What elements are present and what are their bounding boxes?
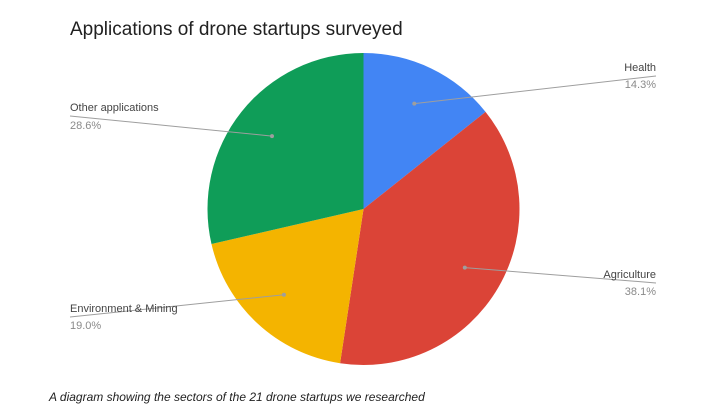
- leader-dot-health: [412, 101, 417, 106]
- pie-slice-environment-mining: [211, 209, 364, 364]
- pie-chart: Health 14.3% Agriculture 38.1% Environment &…: [69, 52, 657, 366]
- pie-labels: Health 14.3% Agriculture 38.1% Environment &…: [69, 62, 657, 332]
- slice-label-agriculture: Agriculture: [603, 269, 656, 281]
- slice-value-health: 14.3%: [625, 79, 656, 91]
- pie-slice-agriculture: [340, 111, 520, 366]
- leader-line-environment-mining: [69, 294, 284, 318]
- leader-dot-environment-mining: [281, 292, 286, 297]
- leader-line-health: [414, 75, 657, 105]
- slice-value-other-applications: 28.6%: [70, 120, 101, 132]
- slice-value-agriculture: 38.1%: [625, 286, 656, 298]
- slice-label-other-applications: Other applications: [70, 102, 159, 114]
- caption: A diagram showing the sectors of the 21 …: [49, 390, 425, 404]
- leader-dot-agriculture: [462, 265, 467, 270]
- slice-label-health: Health: [624, 62, 656, 74]
- pie-slices: [207, 52, 520, 366]
- leader-line-other-applications: [69, 115, 273, 137]
- leader-dot-other-applications: [270, 134, 274, 139]
- pie-slice-other-applications: [207, 52, 364, 244]
- slice-value-environment-mining: 19.0%: [70, 320, 101, 332]
- slice-label-environment-mining: Environment & Mining: [70, 303, 178, 315]
- leader-line-agriculture: [464, 267, 657, 284]
- chart-title: Applications of drone startups surveyed: [70, 19, 403, 40]
- pie-slice-health: [363, 53, 486, 209]
